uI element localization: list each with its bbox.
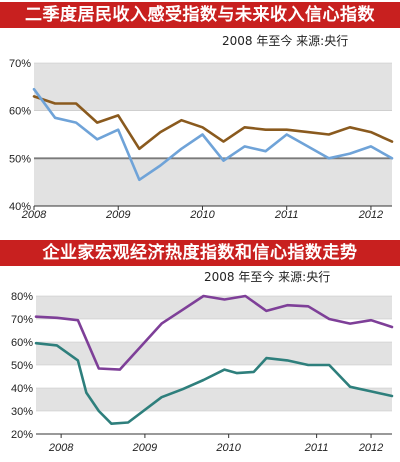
chart1-y-tick-label: 40% [9, 201, 31, 213]
chart2-y-tick-label: 60% [11, 337, 33, 349]
chart1-y-tick-label: 70% [9, 58, 31, 70]
chart2-y-tick-label: 40% [11, 383, 33, 395]
chart2-x-tick-label: 2008 [48, 442, 74, 454]
chart2-plot: 20% 30% 40% 50% 60% 70% 80% 2008 2009 2010 2011 201… [11, 291, 394, 454]
chart1-x-tick-label: 2011 [274, 209, 299, 221]
chart2-grid-band [36, 296, 392, 319]
chart2-x-tick-label: 2011 [304, 442, 329, 454]
chart2-title: 企业家宏观经济热度指数和信心指数走势 [0, 240, 400, 266]
chart2-subtitle: 2008 年至今 来源:央行 [204, 270, 331, 284]
chart1-grid-band [34, 158, 392, 206]
chart1-grid-band [34, 63, 392, 111]
chart1-y-tick-label: 50% [9, 153, 31, 165]
chart1-x-tick-label: 2012 [358, 209, 383, 221]
chart2-y-tick-label: 80% [11, 291, 33, 303]
chart1-x-tick-label: 2009 [105, 209, 130, 221]
chart2-y-tick-label: 50% [11, 360, 33, 372]
chart2-y-tick-label: 30% [11, 406, 33, 418]
chart2-y-tick-label: 20% [11, 429, 33, 441]
chart2-grid-band [36, 411, 392, 434]
chart2-x-tick-label: 2010 [215, 442, 241, 454]
chart1-series-2-line [32, 87, 394, 182]
chart2-grid-band [36, 365, 392, 388]
chart1-title: 二季度居民收入感受指数与未来收入信心指数 [0, 2, 400, 28]
chart1-x-tick-label: 2010 [189, 209, 215, 221]
chart2-y-tick-label: 70% [11, 314, 33, 326]
chart2-x-tick-label: 2012 [358, 442, 383, 454]
chart2-grid-band [36, 388, 392, 411]
chart1-y-tick-label: 60% [9, 106, 31, 118]
chart1-series-1-line [32, 95, 394, 151]
chart1-x-tick-label: 2008 [21, 209, 47, 221]
chart2-grid-band [36, 319, 392, 342]
chart2-series-2-line [34, 341, 394, 425]
chart1-subtitle: 2008 年至今 来源:央行 [222, 34, 349, 48]
chart1-plot: 40% 50% 60% 70% 2008 2009 2010 2011 2012 [9, 58, 394, 221]
chart2-x-tick-label: 2009 [132, 442, 157, 454]
chart2-grid-band [36, 342, 392, 365]
chart2-series-1-line [34, 294, 394, 371]
